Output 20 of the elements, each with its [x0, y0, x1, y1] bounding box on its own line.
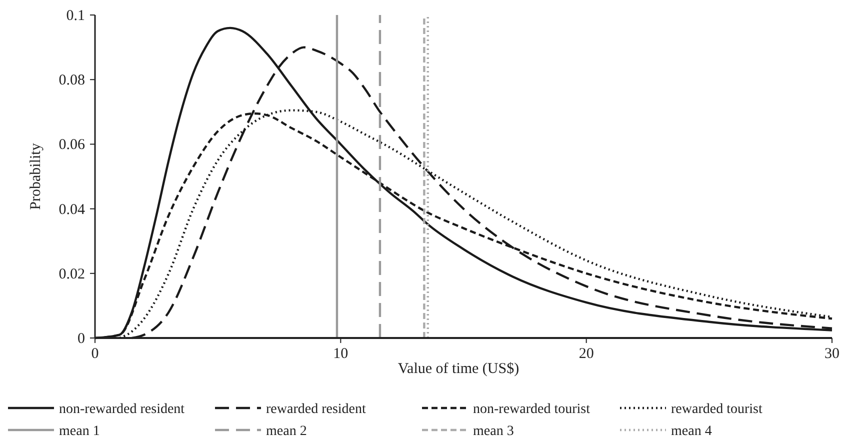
legend-label: non-rewarded tourist [473, 402, 590, 417]
x-axis-title: Value of time (US$) [398, 361, 520, 377]
legend-label: non-rewarded resident [59, 402, 185, 417]
legend-label: mean 4 [671, 424, 712, 438]
y-axis-title: Probability [28, 142, 44, 210]
y-tick-label: 0 [78, 331, 85, 347]
legend-label: mean 3 [473, 424, 514, 438]
legend-label: mean 2 [266, 424, 307, 438]
y-tick-label: 0.08 [58, 72, 85, 89]
y-tick-label: 0.02 [58, 266, 85, 282]
legend-label: rewarded tourist [671, 402, 762, 417]
x-tick-label: 20 [578, 346, 594, 362]
y-tick-label: 0.06 [58, 137, 86, 154]
x-tick-label: 30 [824, 346, 840, 362]
legend-label: rewarded resident [266, 402, 366, 417]
x-tick-label: 10 [333, 346, 348, 362]
x-tick-label: 0 [91, 346, 99, 362]
y-tick-label: 0.04 [58, 202, 86, 218]
y-tick-label: 0.1 [66, 8, 85, 24]
legend-label: mean 1 [59, 424, 100, 438]
